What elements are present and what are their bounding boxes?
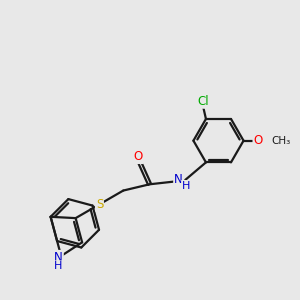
Text: N: N bbox=[54, 251, 63, 264]
Text: Cl: Cl bbox=[197, 95, 208, 108]
Text: O: O bbox=[253, 134, 262, 146]
Text: H: H bbox=[54, 261, 62, 271]
Text: O: O bbox=[134, 150, 143, 163]
Text: N: N bbox=[174, 173, 183, 186]
Text: CH₃: CH₃ bbox=[271, 136, 290, 146]
Text: S: S bbox=[96, 198, 103, 211]
Text: H: H bbox=[182, 181, 190, 190]
